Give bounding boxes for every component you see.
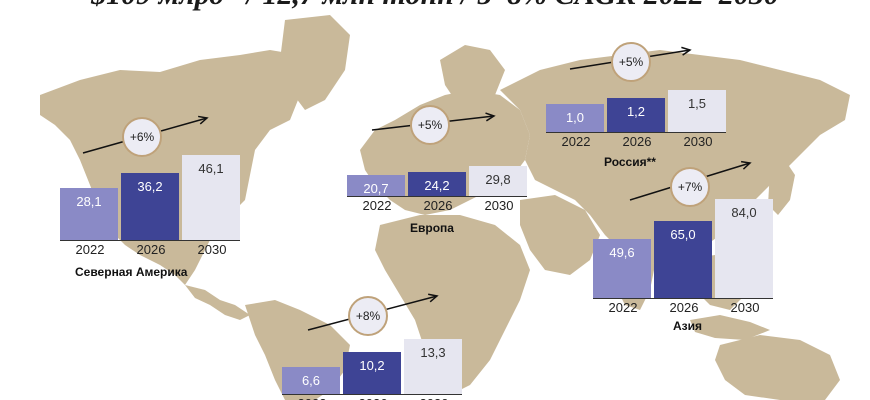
region-2-year-label: 2030 <box>683 134 713 149</box>
map-africa <box>375 215 530 395</box>
region-3-bar-2030: 84,0 <box>715 199 773 298</box>
region-3-name: Азия <box>673 319 703 333</box>
region-0-year-label: 2030 <box>197 242 227 257</box>
region-3-baseline <box>593 298 773 299</box>
map-australia <box>715 335 840 400</box>
map-central-america <box>185 285 250 320</box>
region-4-year-label: 2030 <box>404 396 464 400</box>
region-1-name: Европа <box>410 221 454 235</box>
map-indonesia <box>690 315 770 340</box>
region-3-year-label: 2030 <box>730 300 760 315</box>
region-0-growth-badge: +6% <box>122 117 162 157</box>
region-4-baseline <box>282 394 462 395</box>
region-2-bar-2030: 1,5 <box>668 90 726 132</box>
region-3-year-label: 2026 <box>669 300 699 315</box>
region-2-baseline <box>546 132 726 133</box>
region-0-name: Северная Америка <box>75 265 188 279</box>
region-1-year-label: 2022 <box>362 198 392 213</box>
region-4-growth-badge: +8% <box>348 296 388 336</box>
region-2-year-label: 2026 <box>622 134 652 149</box>
headline: $109 млрд* / 12,7 млн тонн / 5–8% CAGR 2… <box>0 0 870 10</box>
region-1-bar-2022: 20,7 <box>347 175 405 196</box>
map-greenland <box>280 15 350 110</box>
region-2-year-label: 2022 <box>561 134 591 149</box>
region-1-year-label: 2026 <box>423 198 453 213</box>
region-2-bar-2026: 1,2 <box>607 98 665 132</box>
map-japan <box>768 160 795 215</box>
region-1-bar-2030: 29,8 <box>469 166 527 196</box>
region-1-bar-2026: 24,2 <box>408 172 466 196</box>
region-2-bar-2022: 1,0 <box>546 104 604 132</box>
region-0-year-label: 2026 <box>136 242 166 257</box>
region-1-growth-badge: +5% <box>410 105 450 145</box>
map-asia <box>500 50 850 265</box>
region-1-year-label: 2030 <box>484 198 514 213</box>
region-1-baseline <box>347 196 527 197</box>
region-2-name: Россия** <box>604 155 656 169</box>
region-0-year-label: 2022 <box>75 242 105 257</box>
region-0-bar-2022: 28,1 <box>60 188 118 240</box>
region-0-bar-2030: 46,1 <box>182 155 240 240</box>
region-4-year-label: 2026 <box>343 396 403 400</box>
region-2-growth-badge: +5% <box>611 42 651 82</box>
region-3-growth-badge: +7% <box>670 167 710 207</box>
region-4-bar-2026: 10,2 <box>343 352 401 394</box>
region-0-baseline <box>60 240 240 241</box>
region-4-bar-2030: 13,3 <box>404 339 462 394</box>
region-3-year-label: 2022 <box>608 300 638 315</box>
map-scandinavia <box>440 45 505 105</box>
region-3-bar-2026: 65,0 <box>654 221 712 298</box>
region-0-bar-2026: 36,2 <box>121 173 179 240</box>
region-4-year-label: 2022 <box>282 396 342 400</box>
region-3-bar-2022: 49,6 <box>593 239 651 298</box>
region-4-bar-2022: 6,6 <box>282 367 340 394</box>
map-middle-east <box>520 195 600 275</box>
